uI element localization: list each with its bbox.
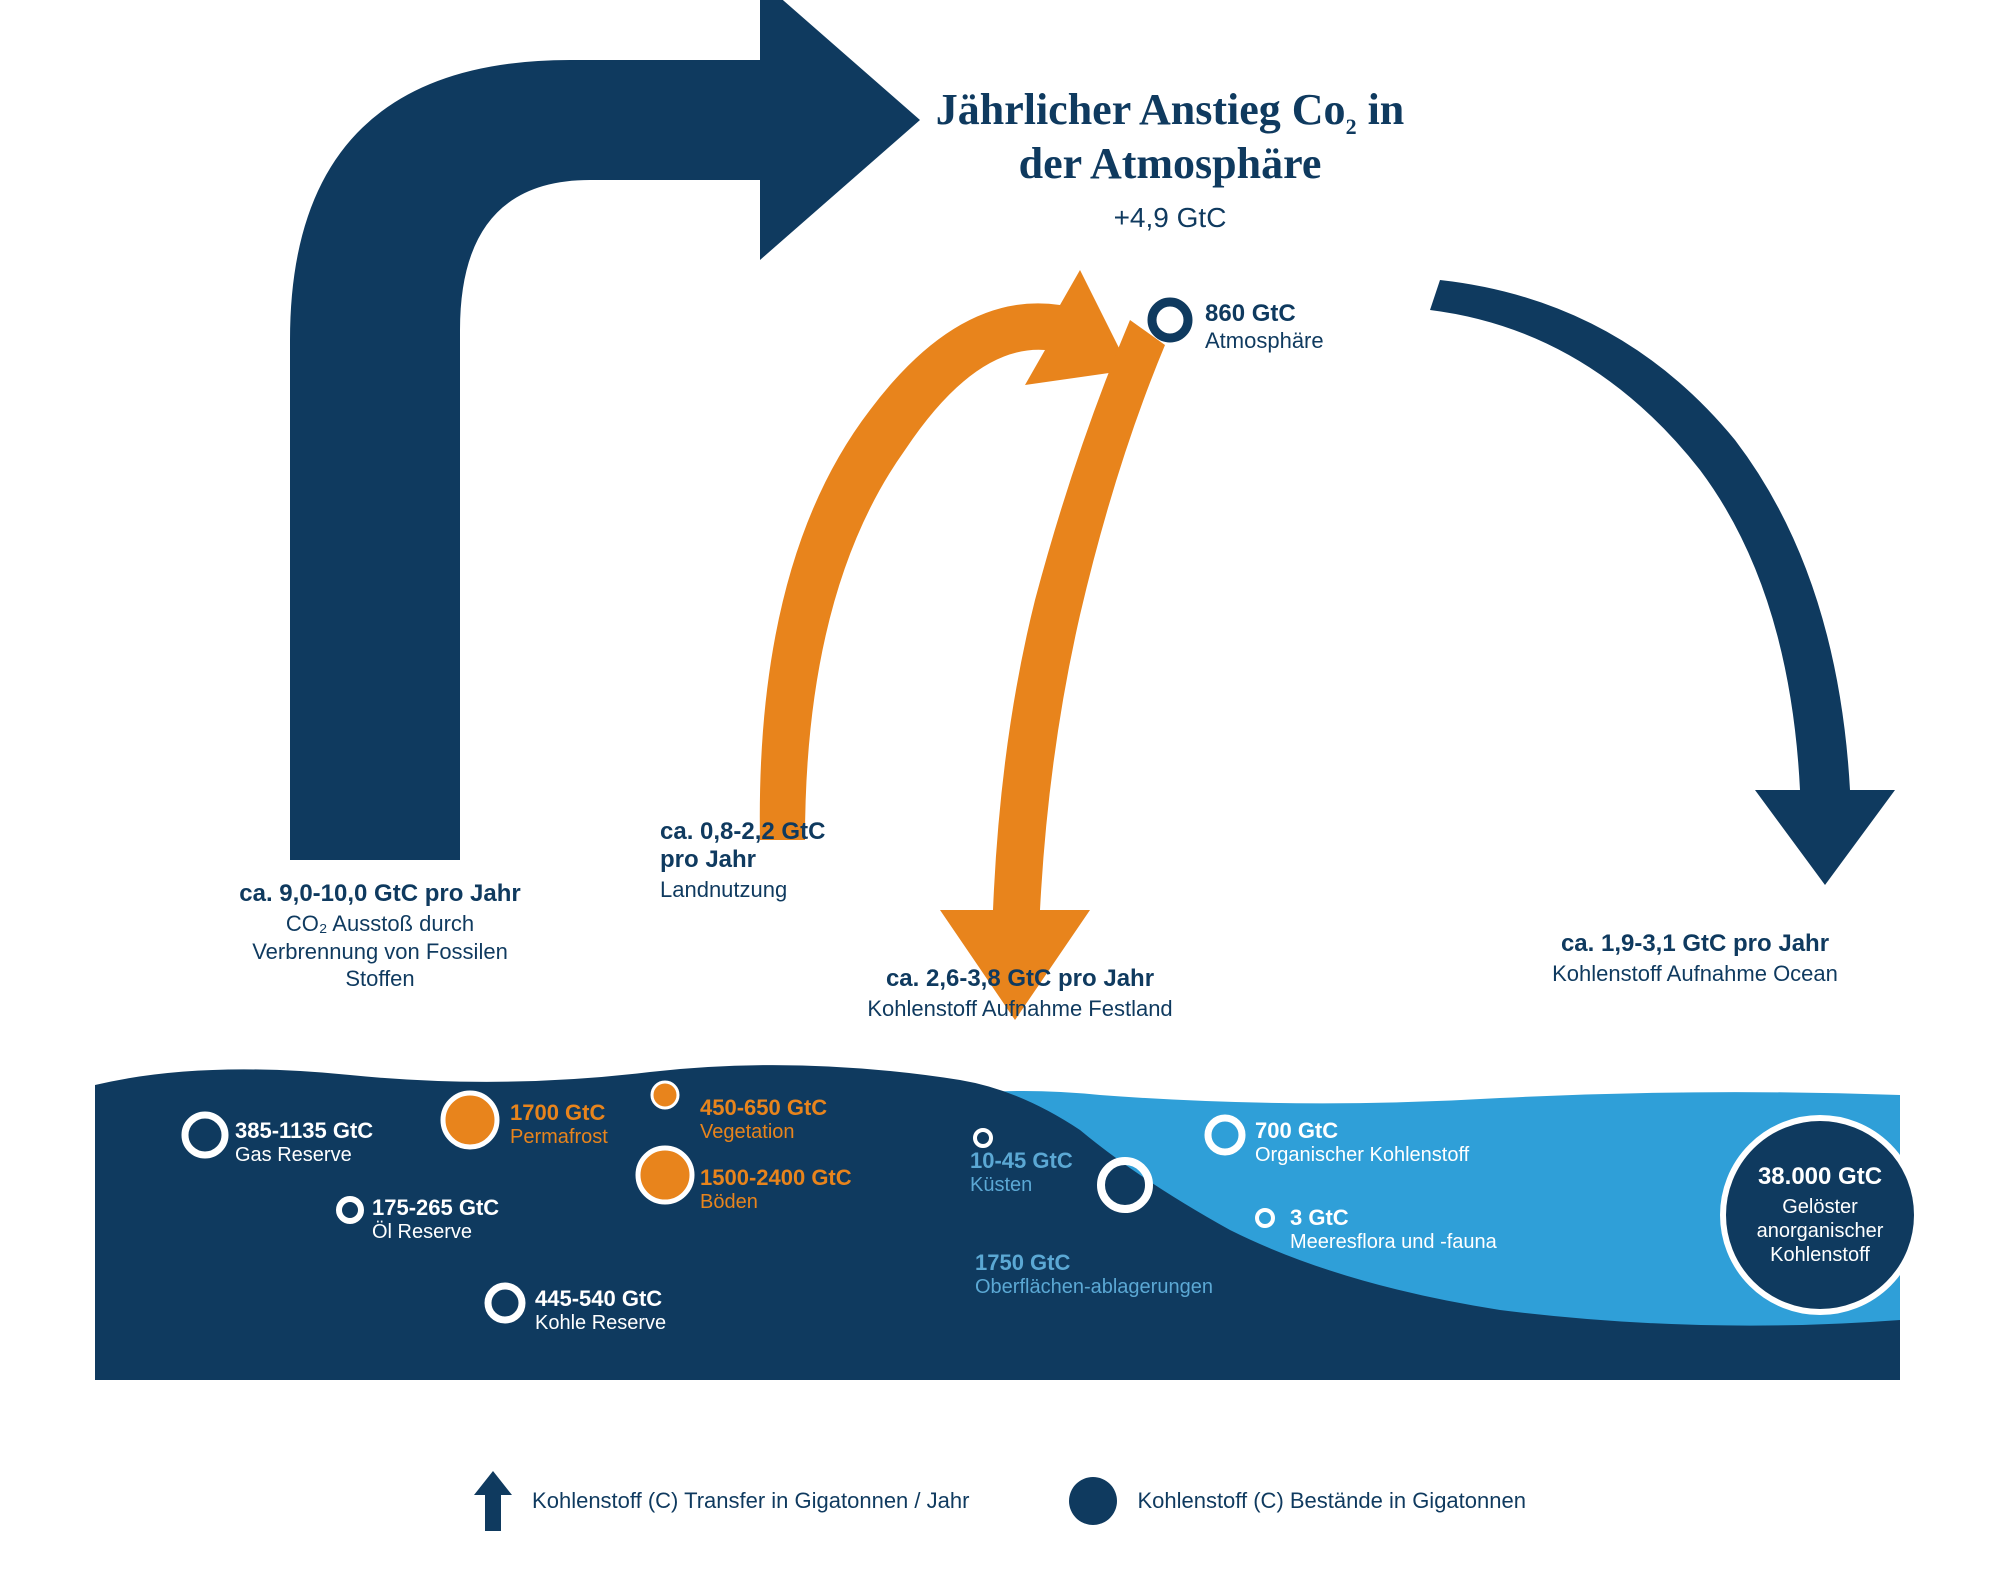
atmosphere-marker — [1152, 302, 1188, 338]
legend-stock-text: Kohlenstoff (C) Bestände in Gigatonnen — [1137, 1488, 1526, 1514]
soils-label: 1500-2400 GtC Böden — [700, 1165, 852, 1214]
legend: Kohlenstoff (C) Transfer in Gigatonnen /… — [0, 1471, 2000, 1531]
permafrost-label: 1700 GtC Permafrost — [510, 1100, 608, 1149]
vegetation-marker — [652, 1082, 678, 1108]
landuptake-arrow — [940, 320, 1165, 1020]
legend-transfer-text: Kohlenstoff (C) Transfer in Gigatonnen /… — [532, 1488, 969, 1514]
orgcarbon-label: 700 GtC Organischer Kohlenstoff — [1255, 1118, 1469, 1167]
circle-icon — [1069, 1477, 1117, 1525]
oceanuptake-label: ca. 1,9-3,1 GtC pro Jahr Kohlenstoff Auf… — [1530, 930, 1860, 988]
fossil-label: ca. 9,0-10,0 GtC pro Jahr CO₂ Ausstoß du… — [225, 880, 535, 993]
arrow-up-icon — [474, 1471, 512, 1531]
fossil-arrow — [290, 0, 920, 860]
title-main: Jährlicher Anstieg Co2 inder Atmosphäre — [870, 85, 1470, 190]
surface-label: 1750 GtC Oberflächen-ablagerungen — [975, 1250, 1213, 1299]
landuse-label: ca. 0,8-2,2 GtC pro Jahr Landnutzung — [660, 818, 900, 904]
gas-label: 385-1135 GtC Gas Reserve — [235, 1118, 373, 1167]
dissolved-circle: 38.000 GtC Gelöster anorganischer Kohlen… — [1720, 1115, 1920, 1315]
legend-stock: Kohlenstoff (C) Bestände in Gigatonnen — [1069, 1477, 1526, 1525]
vegetation-label: 450-650 GtC Vegetation — [700, 1095, 827, 1144]
atmosphere-label: 860 GtC Atmosphäre — [1205, 300, 1324, 354]
marine-label: 3 GtC Meeresflora und -fauna — [1290, 1205, 1497, 1254]
coal-label: 445-540 GtC Kohle Reserve — [535, 1286, 666, 1335]
permafrost-marker — [443, 1093, 497, 1147]
legend-transfer: Kohlenstoff (C) Transfer in Gigatonnen /… — [474, 1471, 969, 1531]
title-block: Jährlicher Anstieg Co2 inder Atmosphäre … — [870, 85, 1470, 234]
oceanuptake-arrow — [1430, 280, 1895, 885]
coasts-label: 10-45 GtC Küsten — [970, 1148, 1073, 1197]
soils-marker — [638, 1148, 692, 1202]
landuptake-label: ca. 2,6-3,8 GtC pro Jahr Kohlenstoff Auf… — [855, 965, 1185, 1023]
oil-label: 175-265 GtC Öl Reserve — [372, 1195, 499, 1244]
diagram-svg — [0, 0, 2000, 1586]
title-sub: +4,9 GtC — [870, 202, 1470, 234]
